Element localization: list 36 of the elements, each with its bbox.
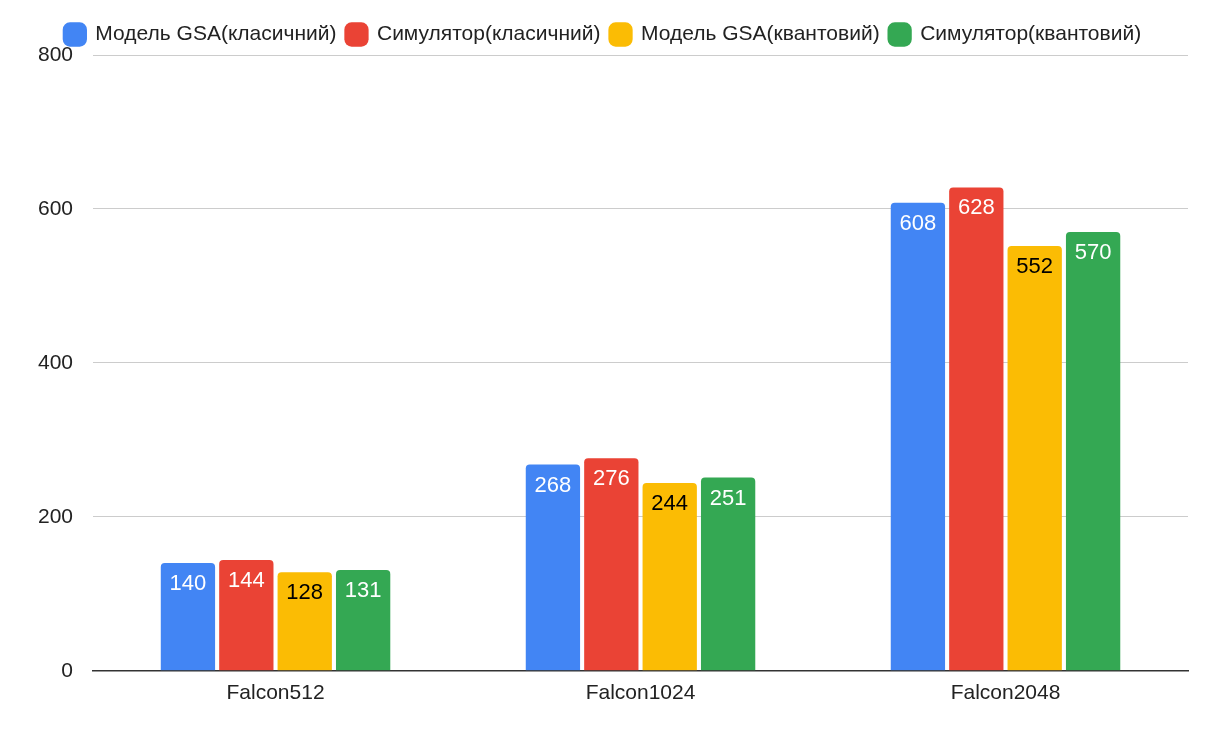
data-label: 552	[1016, 252, 1054, 278]
data-label: 276	[592, 465, 630, 491]
bar	[160, 563, 216, 671]
y-tick-label: 400	[37, 349, 74, 373]
legend-label: Симулятор(класичний)	[376, 21, 601, 45]
legend-label: Симулятор(квантовий)	[920, 21, 1142, 45]
bar	[277, 572, 332, 671]
bar	[949, 187, 1004, 671]
bar	[642, 482, 697, 671]
y-tick-label: 600	[37, 195, 74, 219]
data-label: 268	[534, 471, 572, 497]
x-tick-label: Falcon2048	[950, 680, 1061, 704]
bar	[700, 477, 756, 671]
x-tick-label: Falcon512	[226, 680, 325, 704]
y-tick-label: 0	[61, 657, 74, 681]
data-label: 608	[899, 209, 937, 235]
data-label: 128	[286, 579, 324, 605]
bar	[335, 569, 391, 671]
bar	[219, 559, 274, 671]
legend-label: Модель GSA(квантовий)	[641, 21, 880, 45]
data-label: 628	[957, 194, 995, 220]
bar	[584, 458, 639, 671]
bar	[890, 202, 946, 671]
data-label: 570	[1074, 239, 1112, 265]
data-label: 244	[651, 490, 689, 516]
data-label: 144	[227, 567, 265, 593]
y-tick-label: 800	[37, 41, 74, 65]
data-label: 131	[344, 577, 382, 603]
bar	[525, 464, 581, 671]
x-tick-label: Falcon1024	[585, 680, 696, 704]
y-tick-label: 200	[37, 503, 74, 527]
bar	[1007, 245, 1062, 671]
bar	[1065, 232, 1121, 671]
data-label: 140	[169, 570, 207, 596]
legend-label: Модель GSA(класичний)	[95, 21, 337, 45]
data-label: 251	[709, 484, 747, 510]
